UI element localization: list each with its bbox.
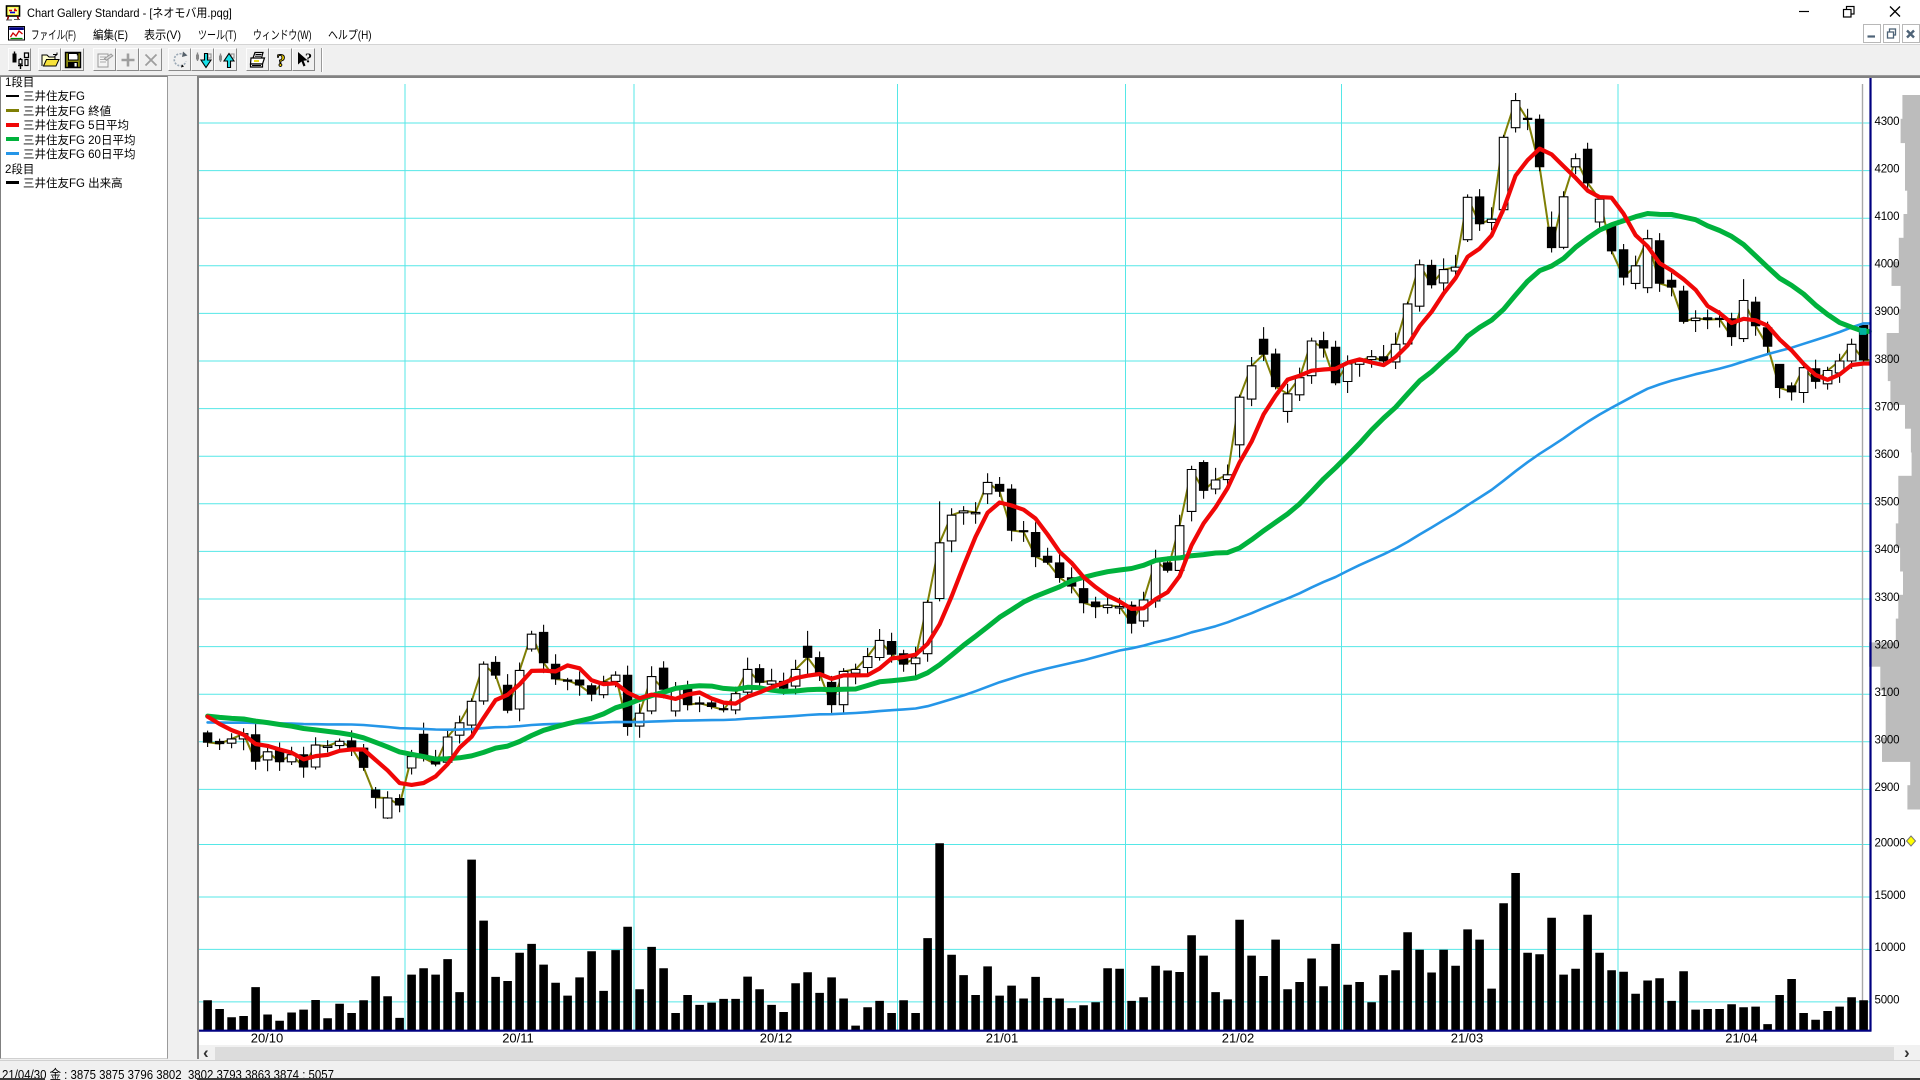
svg-text:21/03: 21/03 <box>1451 1031 1484 1046</box>
svg-text:21/02: 21/02 <box>1222 1031 1255 1046</box>
svg-text:3400: 3400 <box>1875 544 1900 556</box>
svg-text:3500: 3500 <box>1875 497 1900 509</box>
svg-text:15000: 15000 <box>1875 890 1906 902</box>
svg-text:3900: 3900 <box>1875 306 1900 318</box>
svg-text:?: ? <box>276 50 285 70</box>
svg-text:4100: 4100 <box>1875 211 1900 223</box>
svg-text:4300: 4300 <box>1875 116 1900 128</box>
svg-text:4000: 4000 <box>1875 259 1900 271</box>
svg-text:20/12: 20/12 <box>760 1031 793 1046</box>
svg-text:10000: 10000 <box>1875 942 1906 954</box>
svg-text:20/11: 20/11 <box>502 1031 534 1046</box>
svg-text:5000: 5000 <box>1875 995 1900 1007</box>
svg-text:?: ? <box>305 51 312 66</box>
svg-text:3100: 3100 <box>1875 687 1900 699</box>
svg-text:20000: 20000 <box>1875 837 1906 849</box>
svg-text:3700: 3700 <box>1875 401 1900 413</box>
svg-text:4200: 4200 <box>1875 163 1900 175</box>
svg-text:21/04: 21/04 <box>1725 1031 1758 1046</box>
svg-text:3800: 3800 <box>1875 354 1900 366</box>
svg-text:3300: 3300 <box>1875 592 1900 604</box>
svg-text:3200: 3200 <box>1875 639 1900 651</box>
svg-text:20/10: 20/10 <box>251 1031 284 1046</box>
svg-text:2900: 2900 <box>1875 782 1900 794</box>
svg-text:3600: 3600 <box>1875 449 1900 461</box>
svg-text:3000: 3000 <box>1875 735 1900 747</box>
svg-text:21/01: 21/01 <box>986 1031 1019 1046</box>
